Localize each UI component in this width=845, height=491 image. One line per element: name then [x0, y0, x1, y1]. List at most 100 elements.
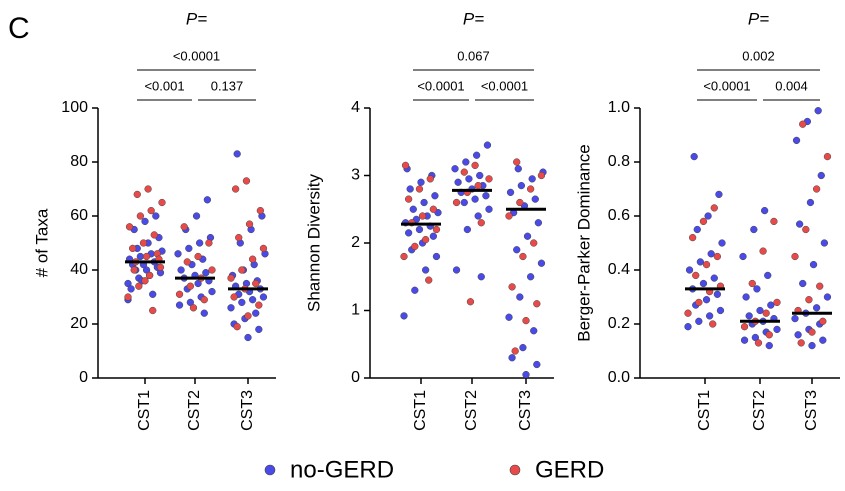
data-point: [816, 282, 824, 290]
data-point: [748, 279, 756, 288]
data-point: [765, 341, 773, 350]
data-point: [537, 171, 546, 180]
data-point: [255, 325, 263, 334]
data-point: [794, 331, 802, 339]
data-point: [718, 239, 726, 247]
x-tick-label: CST1: [412, 390, 429, 431]
panel-title: P=: [186, 9, 207, 28]
data-point: [704, 212, 712, 220]
data-point: [740, 323, 749, 331]
data-point: [517, 181, 526, 190]
data-point: [432, 225, 441, 234]
data-point: [252, 279, 260, 288]
data-point: [713, 290, 722, 298]
x-tick-label: CST3: [239, 390, 256, 431]
data-point: [454, 178, 462, 186]
panel-title: P=: [748, 9, 769, 28]
data-point: [534, 219, 543, 227]
comparison-label: 0.067: [457, 48, 490, 63]
data-point: [136, 212, 145, 220]
y-tick-label: 20: [70, 315, 88, 332]
data-point: [522, 316, 530, 325]
data-point: [817, 171, 825, 180]
data-point: [150, 231, 158, 239]
data-point: [128, 244, 137, 253]
data-point: [429, 205, 438, 213]
y-tick-label: 1.0: [608, 99, 630, 116]
data-point: [699, 279, 708, 288]
data-point: [702, 296, 711, 304]
data-point: [462, 158, 470, 166]
data-point: [819, 336, 827, 344]
data-point: [505, 313, 513, 321]
data-point: [404, 229, 413, 237]
data-point: [713, 252, 722, 261]
data-point: [528, 175, 536, 183]
data-point: [820, 239, 829, 247]
data-point: [252, 309, 260, 317]
data-point: [227, 274, 235, 282]
panel-title: P=: [463, 9, 484, 28]
data-point: [474, 212, 482, 220]
data-point: [231, 185, 240, 193]
data-point: [421, 266, 430, 274]
data-point: [767, 301, 775, 309]
data-point: [795, 220, 804, 228]
data-point: [759, 247, 767, 255]
data-point: [404, 195, 413, 203]
data-point: [799, 120, 807, 128]
data-point: [688, 233, 697, 242]
data-point: [426, 175, 434, 183]
y-tick-label: 0.0: [608, 369, 630, 386]
x-tick-label: CST1: [136, 390, 153, 431]
data-point: [685, 266, 694, 274]
data-point: [526, 185, 535, 193]
data-point: [142, 266, 151, 274]
data-point: [710, 204, 718, 212]
data-point: [477, 273, 485, 281]
data-point: [202, 269, 210, 277]
data-point: [208, 287, 216, 296]
data-point: [124, 279, 132, 288]
data-point: [715, 190, 723, 199]
data-point: [806, 198, 815, 207]
data-point: [406, 185, 414, 193]
data-point: [754, 339, 763, 347]
data-point: [415, 185, 424, 193]
data-point: [472, 151, 481, 159]
data-point: [508, 283, 516, 291]
data-point: [432, 252, 441, 261]
data-point: [259, 293, 268, 301]
data-point: [483, 141, 492, 149]
data-point: [125, 223, 134, 231]
data-point: [812, 304, 821, 312]
data-point: [194, 279, 202, 288]
data-point: [144, 185, 152, 193]
data-point: [519, 343, 527, 352]
data-point: [233, 150, 241, 158]
data-point: [189, 304, 198, 312]
data-point: [418, 212, 427, 220]
data-point: [452, 266, 461, 274]
data-point: [139, 239, 148, 247]
y-tick-label: 0.8: [608, 153, 630, 170]
data-point: [522, 370, 530, 379]
data-point: [208, 266, 216, 274]
data-point: [696, 258, 705, 266]
y-tick-label: 0: [79, 369, 88, 386]
data-point: [756, 306, 764, 315]
legend-label: GERD: [535, 456, 604, 483]
data-point: [465, 175, 473, 183]
data-point: [256, 206, 265, 215]
data-point: [147, 206, 155, 215]
data-point: [244, 333, 252, 342]
data-point: [421, 235, 430, 244]
data-point: [152, 212, 160, 220]
data-point: [195, 239, 204, 247]
data-point: [194, 252, 202, 261]
data-point: [230, 293, 238, 301]
data-point: [460, 168, 468, 176]
comparison-label: <0.001: [144, 78, 184, 93]
data-point: [431, 192, 439, 200]
data-point: [185, 244, 193, 253]
